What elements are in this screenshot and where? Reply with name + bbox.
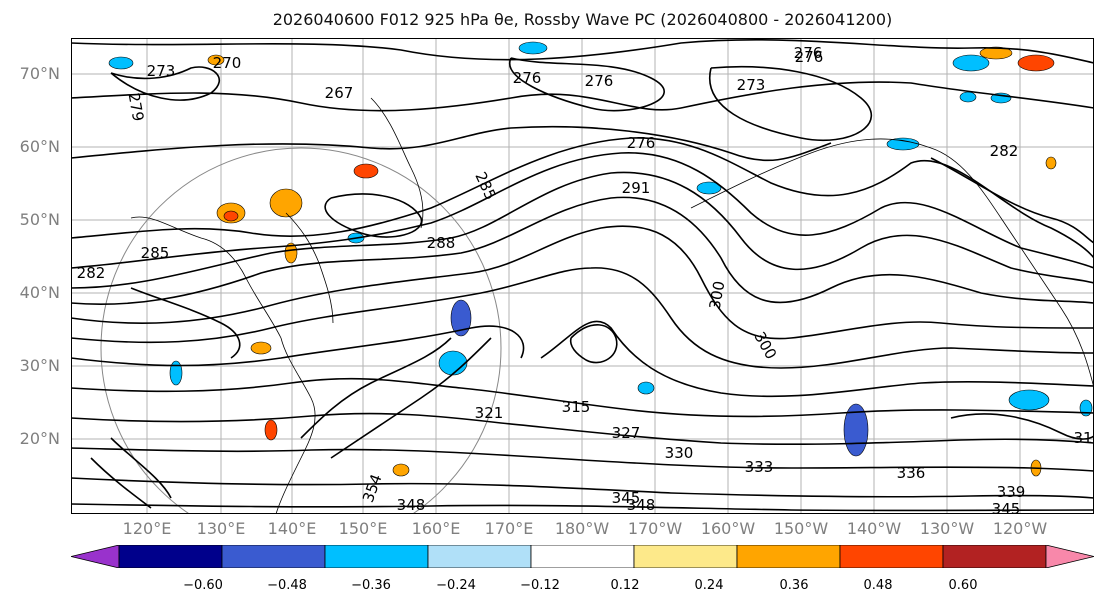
contour-label: 273 — [147, 62, 176, 80]
contour-label: 300 — [750, 329, 780, 363]
colorbar-segment — [221, 545, 326, 568]
contour-label: 348 — [627, 496, 656, 514]
colorbar-tick-label: 0.60 — [948, 578, 978, 593]
contour-label: 339 — [997, 483, 1026, 501]
lon-tick-120e: 120°E — [122, 519, 172, 538]
lat-tick-70n: 70°N — [19, 64, 60, 83]
lon-tick-150w: 150°W — [773, 519, 829, 538]
colorbar-segment — [1045, 545, 1094, 568]
contour-label: 270 — [213, 54, 242, 72]
lat-tick-30n: 30°N — [19, 356, 60, 375]
lon-tick-160e: 160°E — [411, 519, 461, 538]
map-frame — [71, 38, 1094, 514]
colorbar-segment — [736, 545, 841, 568]
contour-label: 276 — [513, 69, 542, 87]
contour-label: 31 — [1073, 429, 1092, 447]
colorbar-tick-label: 0.48 — [863, 578, 893, 593]
contour-label: 276 — [795, 48, 824, 66]
coastlines — [130, 97, 1094, 514]
lon-tick-170w: 170°W — [627, 519, 683, 538]
map-panel: 273 270 279 267 276 276 273 276 276 291 … — [71, 38, 1094, 514]
lon-tick-180w: 180°W — [554, 519, 610, 538]
colorbar-segment — [427, 545, 532, 568]
plot-title: 2026040600 F012 925 hPa θe, Rossby Wave … — [0, 10, 1105, 29]
lon-tick-150e: 150°E — [338, 519, 388, 538]
contour-label: 336 — [897, 464, 926, 482]
contour-label: 345 — [992, 500, 1021, 514]
pc-shading — [108, 41, 1093, 477]
colorbar-tick-label: 0.36 — [779, 578, 809, 593]
colorbar-tick-label: 0.12 — [610, 578, 640, 593]
graticule — [71, 38, 1094, 514]
contour-label: 279 — [125, 91, 148, 122]
lon-tick-140w: 140°W — [846, 519, 902, 538]
colorbar-segment — [839, 545, 944, 568]
lon-tick-170e: 170°E — [484, 519, 534, 538]
colorbar-tick-label: −0.60 — [183, 578, 223, 593]
contour-label: 276 — [794, 44, 823, 62]
lat-tick-40n: 40°N — [19, 283, 60, 302]
contour-label: 345 — [612, 489, 641, 507]
colorbar-segment — [530, 545, 635, 568]
colorbar — [71, 545, 1094, 568]
lat-tick-20n: 20°N — [19, 429, 60, 448]
lon-tick-130w: 130°W — [919, 519, 975, 538]
colorbar-tick-label: 0.24 — [694, 578, 724, 593]
contour-label: 291 — [622, 179, 651, 197]
lon-tick-160w: 160°W — [700, 519, 756, 538]
colorbar-tick-label: −0.36 — [351, 578, 391, 593]
lat-tick-50n: 50°N — [19, 210, 60, 229]
contour-label: 276 — [585, 72, 614, 90]
contour-label: 348 — [397, 496, 426, 514]
colorbar-tick-label: −0.24 — [436, 578, 476, 593]
contour-label: 288 — [427, 234, 456, 252]
colorbar-segment — [118, 545, 223, 568]
colorbar-segment — [324, 545, 429, 568]
colorbar-segment — [942, 545, 1047, 568]
range-ring — [100, 147, 502, 514]
contour-label: 333 — [745, 458, 774, 476]
contour-label: 285 — [471, 169, 499, 203]
contour-label: 276 — [627, 134, 656, 152]
colorbar-segment — [71, 545, 120, 568]
contour-label: 285 — [141, 244, 170, 262]
contour-labels: 273 270 279 267 276 276 273 276 276 291 … — [77, 44, 1093, 514]
colorbar-tick-label: −0.48 — [267, 578, 307, 593]
contour-label: 282 — [990, 142, 1019, 160]
lon-tick-140e: 140°E — [267, 519, 317, 538]
contour-label: 300 — [706, 279, 729, 310]
colorbar-segment — [633, 545, 738, 568]
contour-label: 315 — [562, 398, 591, 416]
theta-e-contours — [71, 39, 1094, 512]
contour-label: 327 — [612, 424, 641, 442]
title-text: 2026040600 F012 925 hPa θe, Rossby Wave … — [272, 10, 893, 29]
lat-tick-60n: 60°N — [19, 137, 60, 156]
contour-label: 330 — [665, 444, 694, 462]
contour-label: 273 — [737, 76, 766, 94]
colorbar-tick-label: −0.12 — [520, 578, 560, 593]
lon-tick-130e: 130°E — [196, 519, 246, 538]
contour-label: 321 — [475, 404, 504, 422]
contour-label: 267 — [325, 84, 354, 102]
contour-label: 282 — [77, 264, 106, 282]
lon-tick-120w: 120°W — [992, 519, 1048, 538]
